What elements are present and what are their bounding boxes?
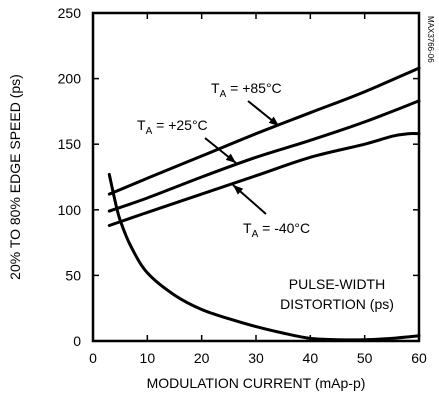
side-label: MAX3766-06 [426, 16, 435, 63]
y-tick-label: 150 [58, 136, 82, 152]
label-minus40c: TA = -40°C [243, 220, 310, 240]
y-tick-label: 0 [73, 333, 81, 349]
arrow-85c-head [268, 116, 279, 126]
annotations-group: TA = +85°CTA = +25°C TA = -40°C PULSE-WIDT… [137, 80, 394, 312]
series-line-85c [107, 66, 421, 196]
series-group [107, 66, 421, 342]
y-tick-label: 200 [58, 71, 82, 87]
x-tick-label: 60 [411, 350, 427, 366]
x-tick-label: 20 [194, 350, 210, 366]
x-axis-label: MODULATION CURRENT (mAp-p) [147, 375, 366, 391]
y-tick-label: 250 [58, 5, 82, 21]
label-25c: TA = +25°C [137, 117, 208, 137]
series-line-minus40c [107, 132, 421, 227]
y-axis-label: 20% TO 80% EDGE SPEED (ps) [7, 74, 23, 280]
series-line-pwd [107, 172, 421, 342]
y-tick-label: 100 [58, 202, 82, 218]
arrow-minus40c-head [233, 185, 244, 195]
x-tick-label: 30 [248, 350, 264, 366]
label-pwd-line2: DISTORTION (ps) [280, 296, 394, 312]
x-tick-label: 0 [89, 350, 97, 366]
x-tick-label: 40 [303, 350, 319, 366]
x-tick-label: 10 [140, 350, 156, 366]
label-85c: TA = +85°C [211, 80, 282, 100]
label-pwd-line1: PULSE-WIDTH [289, 276, 385, 292]
series-line-25c [107, 99, 421, 213]
arrow-25c-head [225, 153, 236, 163]
x-tick-label: 50 [357, 350, 373, 366]
y-tick-label: 50 [65, 267, 81, 283]
axis-ticks: 0 10 20 30 40 50 60 0 50 100 150 200 250 [58, 5, 427, 366]
